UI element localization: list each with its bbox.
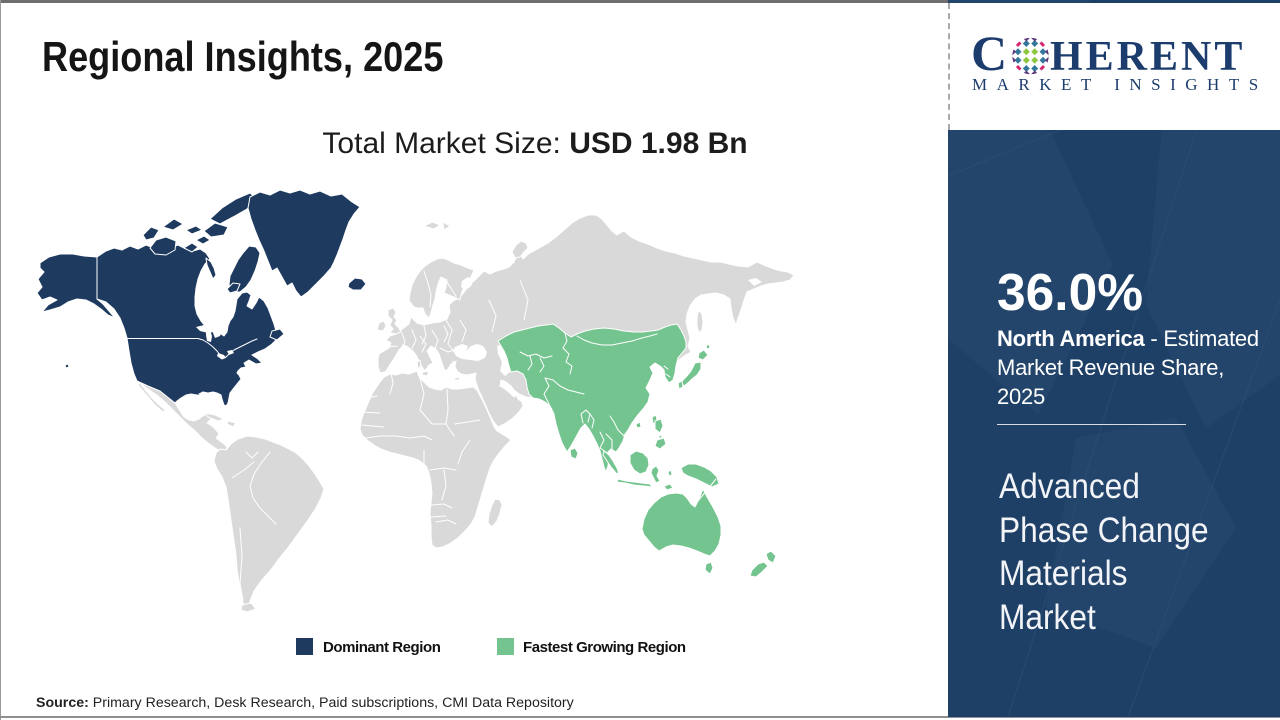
svg-text:C: C xyxy=(971,25,1007,81)
svg-text:HERENT: HERENT xyxy=(1050,34,1245,80)
svg-text:MARKET INSIGHTS: MARKET INSIGHTS xyxy=(972,75,1268,94)
